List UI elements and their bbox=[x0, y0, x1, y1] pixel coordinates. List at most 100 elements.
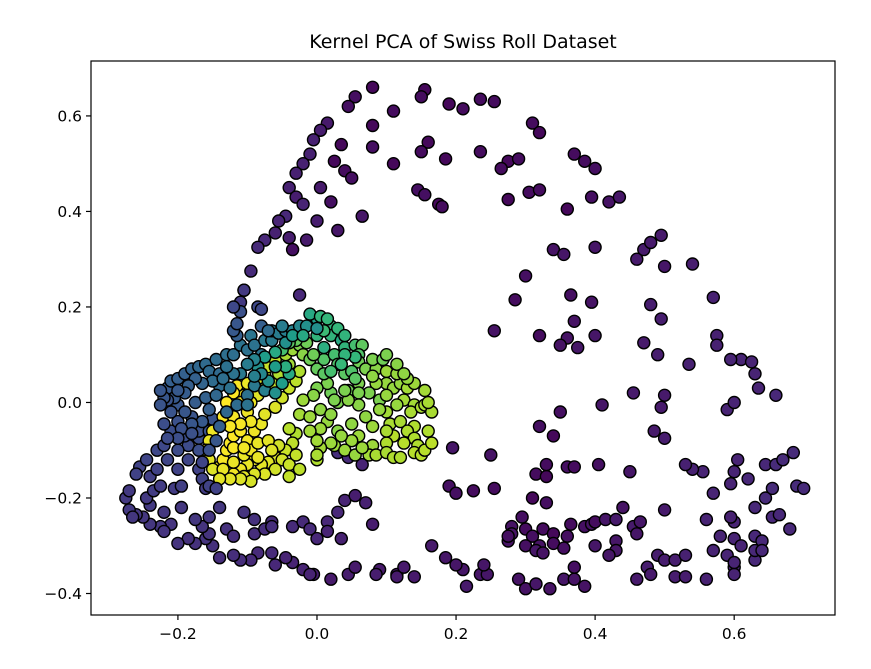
data-point bbox=[296, 197, 310, 212]
data-point bbox=[588, 539, 602, 553]
data-point bbox=[786, 445, 800, 460]
data-point bbox=[268, 400, 282, 414]
data-point bbox=[160, 431, 175, 445]
data-point bbox=[525, 491, 540, 505]
data-point bbox=[397, 560, 411, 574]
data-point bbox=[644, 567, 658, 582]
data-point bbox=[532, 183, 547, 197]
data-point bbox=[567, 560, 581, 574]
data-point bbox=[578, 154, 592, 169]
data-point bbox=[397, 436, 411, 450]
data-point bbox=[637, 336, 651, 350]
y-tick-label: −0.4 bbox=[44, 585, 82, 603]
data-point bbox=[226, 529, 241, 543]
data-point bbox=[355, 457, 369, 472]
data-point bbox=[285, 242, 300, 257]
data-point bbox=[212, 551, 227, 565]
data-point bbox=[296, 156, 310, 171]
data-point bbox=[303, 567, 317, 582]
data-point bbox=[379, 348, 394, 362]
data-point bbox=[466, 484, 481, 498]
data-point bbox=[797, 481, 811, 496]
data-point bbox=[543, 582, 557, 596]
data-point bbox=[783, 522, 797, 536]
data-point bbox=[678, 570, 693, 584]
data-point bbox=[536, 546, 550, 560]
data-point bbox=[324, 572, 338, 586]
data-point bbox=[682, 357, 696, 371]
data-point bbox=[327, 154, 342, 169]
data-point bbox=[511, 152, 526, 166]
data-point bbox=[310, 434, 324, 448]
data-point bbox=[268, 386, 282, 400]
data-point bbox=[727, 555, 741, 570]
data-point bbox=[338, 328, 352, 343]
data-point bbox=[560, 529, 574, 543]
data-point bbox=[153, 479, 168, 493]
data-point bbox=[501, 529, 515, 543]
data-point bbox=[226, 548, 241, 562]
data-point bbox=[355, 441, 369, 455]
data-point bbox=[425, 436, 439, 450]
data-point bbox=[651, 348, 665, 362]
data-point bbox=[578, 579, 592, 593]
data-point bbox=[699, 572, 714, 586]
data-point bbox=[240, 398, 255, 412]
data-point bbox=[713, 529, 727, 543]
data-point bbox=[174, 479, 189, 493]
data-point bbox=[324, 407, 338, 422]
data-point bbox=[365, 140, 380, 154]
data-point bbox=[724, 477, 738, 491]
data-point bbox=[275, 376, 289, 391]
data-point bbox=[310, 448, 324, 462]
data-point bbox=[425, 539, 439, 553]
data-point bbox=[484, 448, 498, 462]
data-point bbox=[174, 500, 189, 515]
y-tick-label: 0.0 bbox=[57, 394, 82, 412]
data-point bbox=[567, 572, 581, 586]
data-point bbox=[630, 572, 644, 586]
data-point bbox=[320, 524, 335, 539]
data-point bbox=[209, 388, 223, 402]
data-point bbox=[157, 417, 171, 431]
data-point bbox=[348, 560, 362, 574]
data-point bbox=[223, 381, 237, 395]
data-point bbox=[268, 226, 282, 240]
data-point bbox=[324, 195, 338, 209]
data-point bbox=[421, 395, 435, 410]
data-point bbox=[508, 293, 522, 307]
data-point bbox=[365, 517, 380, 531]
data-point bbox=[623, 465, 637, 479]
data-point bbox=[313, 123, 328, 138]
data-point bbox=[202, 402, 216, 417]
data-point bbox=[473, 92, 488, 106]
data-point bbox=[324, 364, 338, 379]
data-point bbox=[181, 453, 196, 467]
data-point bbox=[282, 180, 296, 195]
data-point bbox=[633, 515, 647, 529]
data-point bbox=[331, 223, 345, 238]
data-point bbox=[268, 558, 282, 572]
data-point bbox=[393, 414, 408, 429]
data-point bbox=[758, 491, 773, 505]
data-point bbox=[390, 357, 404, 371]
data-point bbox=[418, 187, 432, 202]
data-point bbox=[390, 398, 404, 412]
data-point bbox=[609, 512, 623, 527]
data-point bbox=[612, 190, 627, 204]
data-point bbox=[553, 405, 567, 419]
y-tick-label: 0.4 bbox=[57, 203, 82, 221]
data-point bbox=[334, 429, 348, 443]
data-point bbox=[727, 567, 741, 582]
data-point bbox=[219, 360, 234, 374]
data-point bbox=[237, 283, 251, 297]
data-point bbox=[501, 192, 515, 207]
data-point bbox=[567, 314, 581, 328]
data-point bbox=[435, 199, 449, 214]
data-point bbox=[122, 484, 136, 498]
chart-title: Kernel PCA of Swiss Roll Dataset bbox=[309, 31, 617, 53]
data-point bbox=[584, 295, 599, 309]
data-point bbox=[306, 133, 321, 147]
data-point bbox=[515, 510, 529, 524]
data-point bbox=[379, 424, 394, 438]
